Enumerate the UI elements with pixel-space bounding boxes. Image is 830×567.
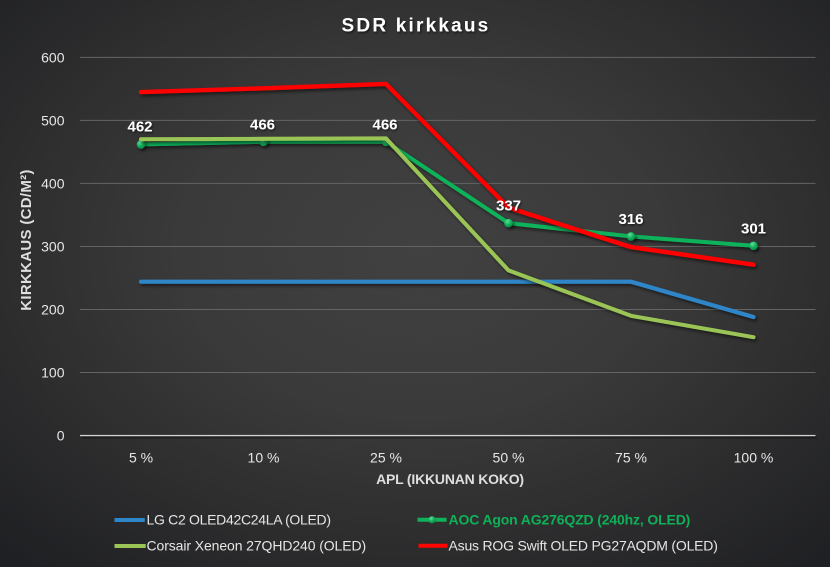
svg-text:AOC Agon AG276QZD (240hz, OLED: AOC Agon AG276QZD (240hz, OLED) [449,512,691,528]
svg-text:KIRKKAUS (CD/M²): KIRKKAUS (CD/M²) [18,169,35,310]
svg-text:100 %: 100 % [734,450,774,466]
svg-text:466: 466 [372,116,397,133]
svg-text:316: 316 [618,211,643,228]
svg-text:100: 100 [41,364,65,380]
svg-text:Corsair Xeneon 27QHD240 (OLED): Corsair Xeneon 27QHD240 (OLED) [147,538,367,554]
svg-text:400: 400 [41,175,65,191]
svg-text:300: 300 [41,238,65,254]
svg-text:500: 500 [41,112,65,128]
svg-text:466: 466 [250,116,275,133]
svg-text:301: 301 [741,220,766,237]
svg-text:5 %: 5 % [129,450,153,466]
svg-text:0: 0 [57,427,65,443]
svg-text:600: 600 [41,49,65,65]
svg-text:Asus ROG Swift OLED PG27AQDM (: Asus ROG Swift OLED PG27AQDM (OLED) [449,538,718,554]
svg-text:75 %: 75 % [615,450,647,466]
svg-text:50 %: 50 % [493,450,525,466]
svg-text:200: 200 [41,301,65,317]
svg-text:337: 337 [496,198,521,215]
svg-text:462: 462 [127,119,152,136]
svg-text:25 %: 25 % [370,450,402,466]
svg-text:LG C2 OLED42C24LA (OLED): LG C2 OLED42C24LA (OLED) [147,512,331,528]
svg-text:APL (IKKUNAN KOKO): APL (IKKUNAN KOKO) [376,471,524,487]
svg-text:10 %: 10 % [248,450,280,466]
svg-text:SDR kirkkaus: SDR kirkkaus [342,16,491,37]
